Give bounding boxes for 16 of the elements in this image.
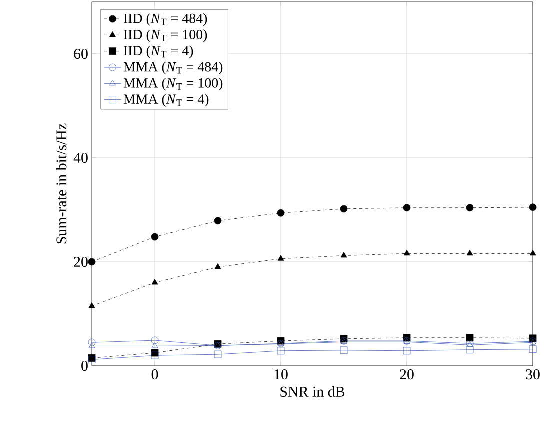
legend-label: IID (N$_{T}$ = 4) bbox=[124, 46, 194, 58]
y-tick-label: 40 bbox=[74, 152, 88, 164]
x-tick-label: 0 bbox=[152, 370, 158, 380]
x-tick-label: 20 bbox=[400, 370, 414, 380]
legend-label: MMA (N$_{T}$ = 484) bbox=[124, 62, 223, 75]
y-axis-title: Sum-rate in bit/s/Hz bbox=[56, 124, 67, 244]
x-axis-title: SNR in dB bbox=[280, 386, 345, 397]
legend-label: MMA (N$_{T}$ = 100) bbox=[124, 78, 223, 91]
y-tick-label: 60 bbox=[74, 48, 88, 60]
legend-label: IID (N$_{T}$ = 484) bbox=[124, 13, 208, 26]
y-tick-label: 20 bbox=[74, 256, 88, 268]
legend-label: MMA (N$_{T}$ = 4) bbox=[124, 94, 209, 107]
x-tick-label: 10 bbox=[274, 370, 288, 380]
x-tick-label: 30 bbox=[526, 370, 540, 380]
y-tick-label: 0 bbox=[82, 360, 88, 372]
legend-label: IID (N$_{T}$ = 100) bbox=[124, 30, 208, 42]
